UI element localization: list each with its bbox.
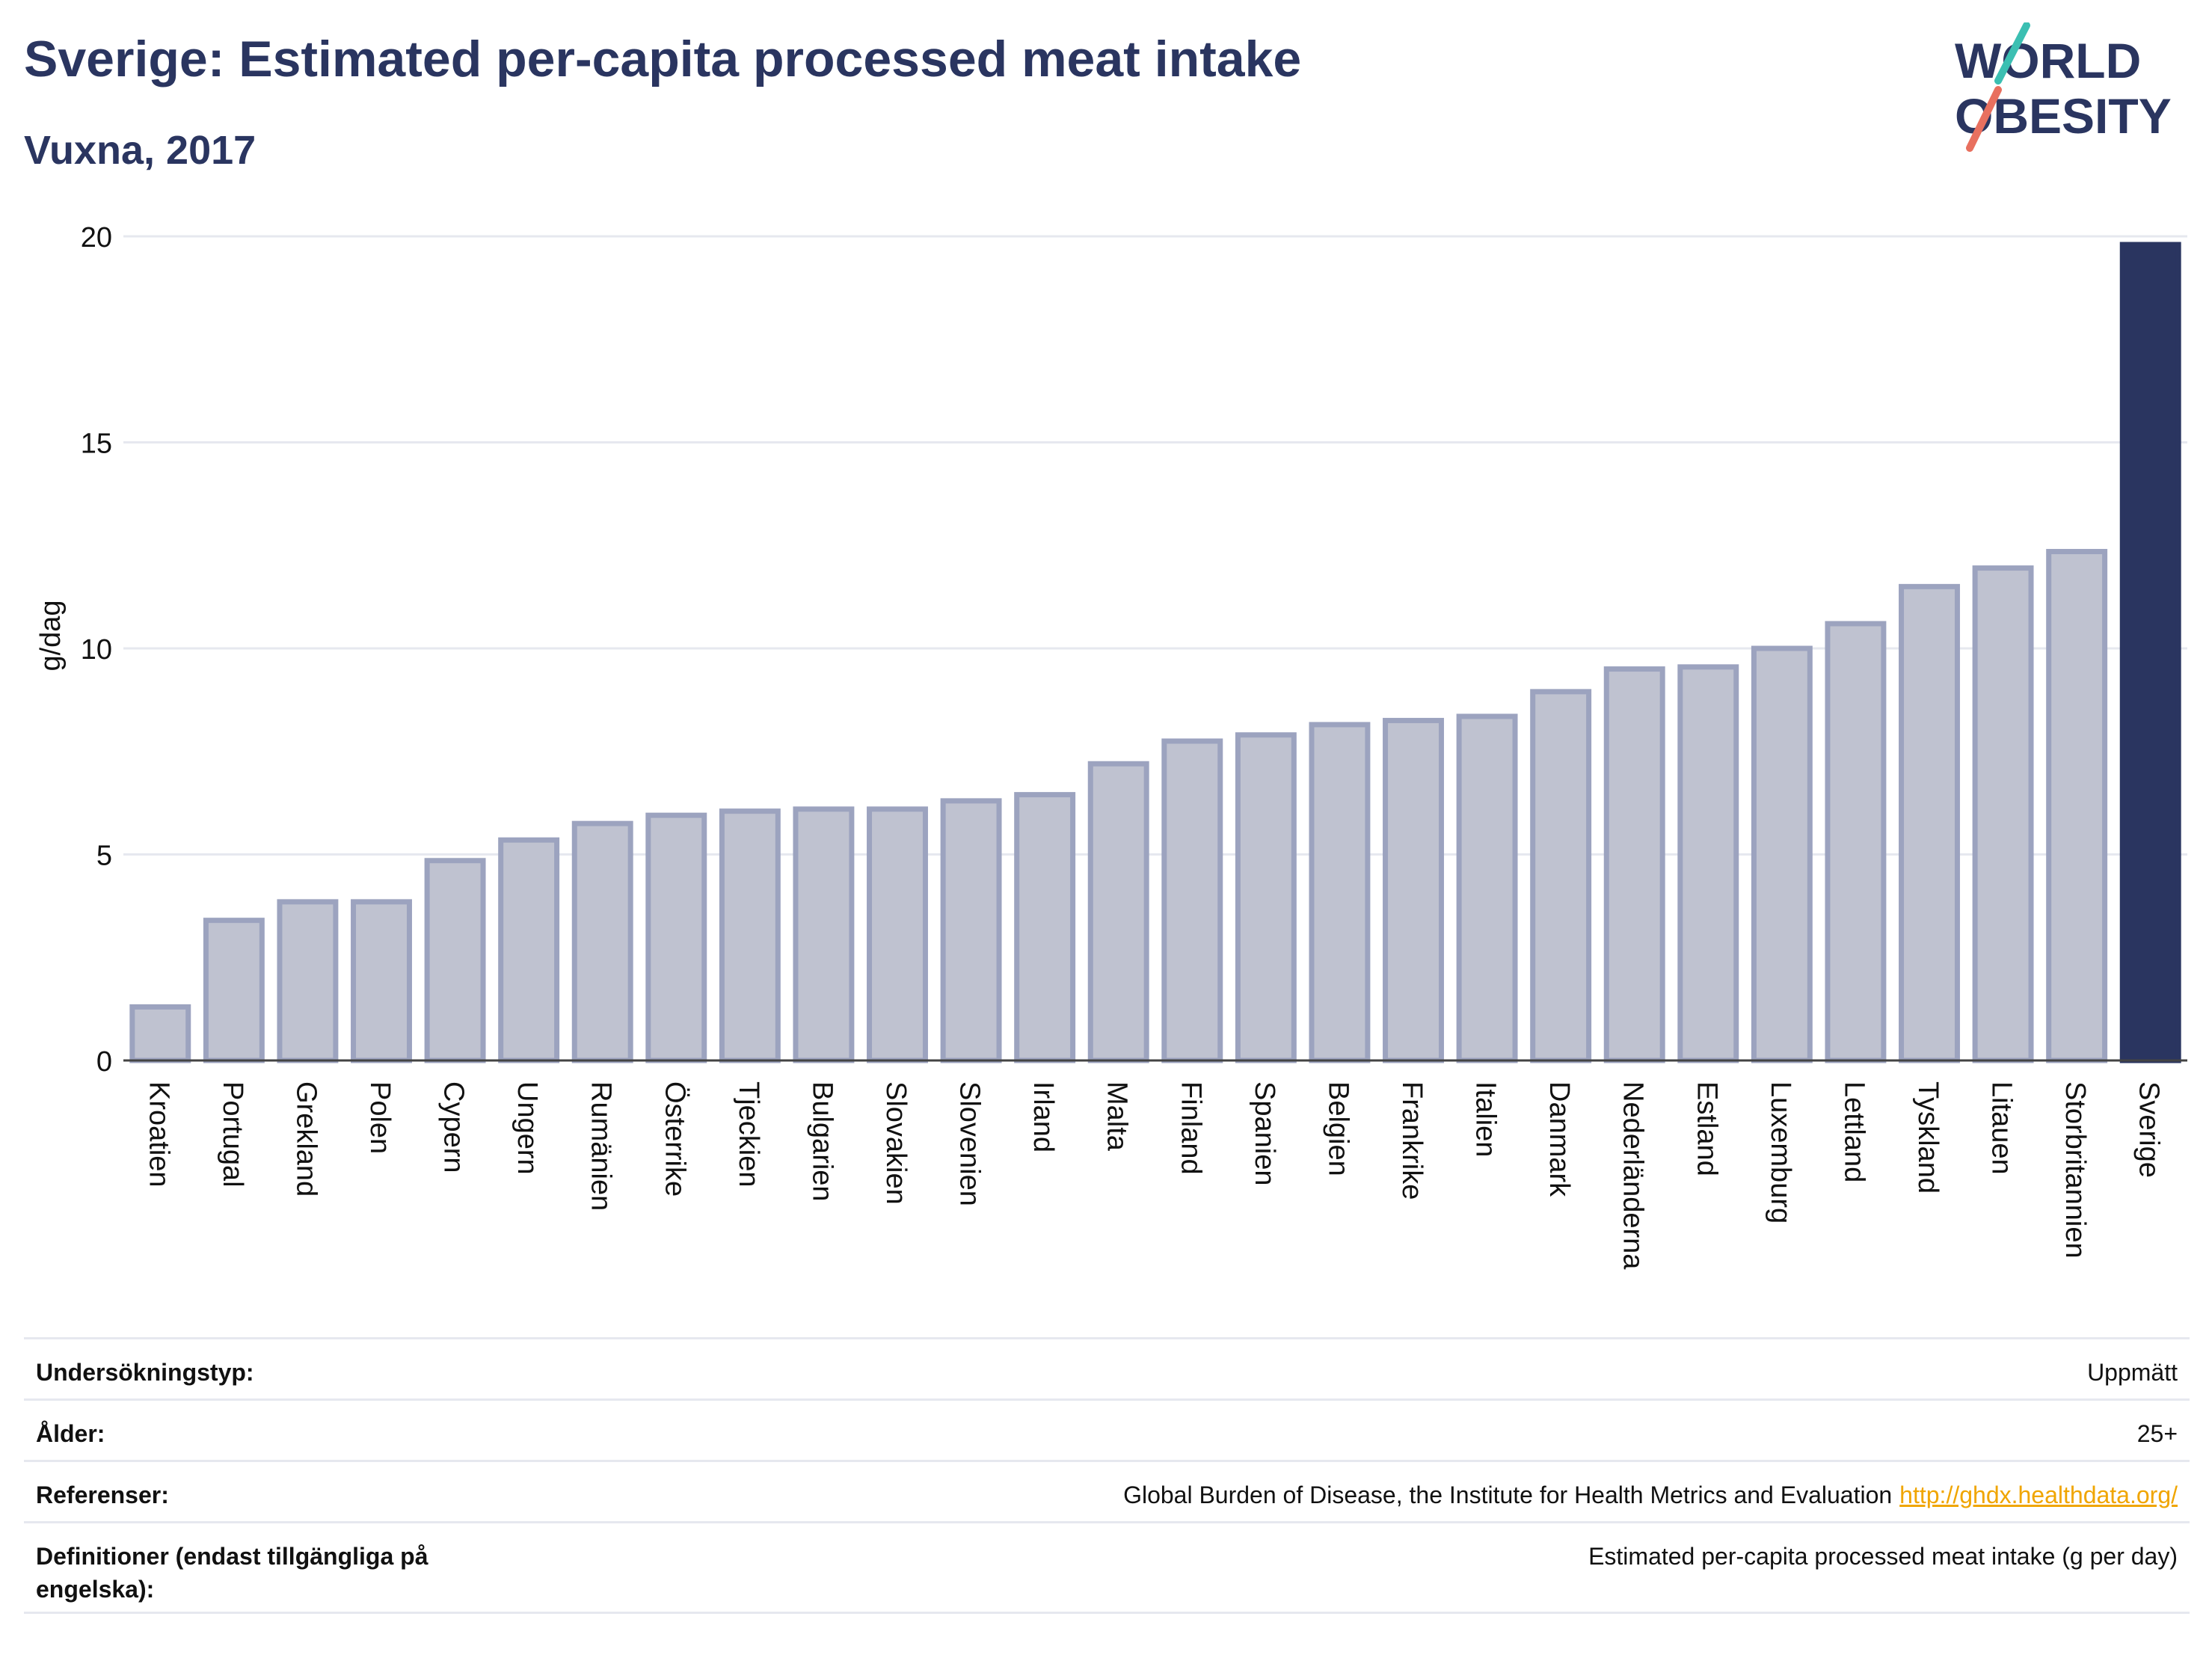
bar-kroatien xyxy=(129,1004,191,1063)
x-tick-label: Belgien xyxy=(1322,1081,1354,1176)
bar-danmark xyxy=(1530,689,1592,1063)
bar-estland xyxy=(1677,664,1739,1063)
y-axis-ticks: 0 5 10 15 20 xyxy=(81,222,112,1078)
chart-title: Sverige: Estimated per-capita processed … xyxy=(24,31,1302,87)
bar-storbritannien xyxy=(2046,549,2108,1063)
meta-row: Referenser: Global Burden of Disease, the… xyxy=(24,1460,2190,1521)
x-tick-label: Nederländerna xyxy=(1617,1081,1649,1270)
bars xyxy=(129,242,2181,1063)
y-tick-label: 15 xyxy=(81,429,112,460)
bar-litauen xyxy=(1972,565,2034,1063)
meta-row: Definitioner (endast tillgängliga på eng… xyxy=(24,1521,2190,1614)
x-tick-label: Lettland xyxy=(1838,1081,1870,1182)
bar-luxemburg xyxy=(1751,645,1813,1063)
x-tick-label: Slovakien xyxy=(880,1081,912,1205)
y-tick-label: 10 xyxy=(81,634,112,666)
meta-row: Ålder: 25+ xyxy=(24,1398,2190,1460)
bar-belgien xyxy=(1309,722,1371,1063)
bar-portugal xyxy=(203,918,265,1063)
chart-subtitle: Vuxna, 2017 xyxy=(24,128,256,173)
bar-italien xyxy=(1456,713,1518,1063)
logo-line1: WORLD xyxy=(1955,33,2141,88)
x-tick-label: Danmark xyxy=(1543,1081,1575,1197)
meta-value: Global Burden of Disease, the Institute … xyxy=(1123,1481,2178,1508)
bar-österrike xyxy=(645,812,707,1063)
x-tick-label: Luxemburg xyxy=(1765,1081,1796,1223)
bar-slovakien xyxy=(867,806,928,1063)
x-tick-label: Portugal xyxy=(217,1081,248,1188)
bar-ungern xyxy=(498,837,560,1063)
x-tick-label: Spanien xyxy=(1249,1081,1280,1185)
x-tick-label: Slovenien xyxy=(954,1081,986,1206)
x-tick-label: Tyskland xyxy=(1912,1081,1944,1194)
x-tick-label: Storbritannien xyxy=(2059,1081,2091,1259)
bar-frankrike xyxy=(1383,717,1444,1063)
meta-value: 25+ xyxy=(2136,1420,2178,1447)
x-tick-label: Ungern xyxy=(511,1081,543,1175)
bar-bulgarien xyxy=(793,806,855,1063)
bar-slovenien xyxy=(940,798,1002,1063)
bar-tjeckien xyxy=(719,808,781,1063)
bar-irland xyxy=(1014,792,1076,1063)
x-tick-label: Sverige xyxy=(2133,1081,2165,1178)
y-axis-label: g/dag xyxy=(35,600,67,671)
x-tick-label: Bulgarien xyxy=(806,1081,838,1202)
x-tick-label: Frankrike xyxy=(1396,1081,1428,1200)
bar-polen xyxy=(351,899,412,1063)
x-tick-label: Kroatien xyxy=(143,1081,174,1188)
meta-value: Uppmätt xyxy=(2087,1359,2178,1386)
y-tick-label: 5 xyxy=(96,841,112,872)
x-tick-label: Polen xyxy=(364,1081,396,1154)
bar-malta xyxy=(1087,761,1149,1063)
bar-spanien xyxy=(1235,732,1297,1063)
bar-rumänien xyxy=(571,820,633,1063)
y-tick-label: 0 xyxy=(96,1046,112,1078)
bar-cypern xyxy=(424,858,486,1063)
meta-key: Ålder: xyxy=(36,1420,105,1447)
bar-grekland xyxy=(277,899,339,1063)
bar-sverige xyxy=(2119,242,2181,1063)
x-axis-labels: Kroatien Portugal Grekland Polen Cypern Unger… xyxy=(143,1081,2164,1270)
bar-nederländerna xyxy=(1603,666,1665,1063)
metadata-table: Undersökningstyp: Uppmätt Ålder: 25+ Referen… xyxy=(24,1337,2190,1614)
x-tick-label: Cypern xyxy=(438,1081,470,1173)
meta-key: Definitioner (endast tillgängliga på eng… xyxy=(36,1543,428,1603)
reference-link[interactable]: http://ghdx.healthdata.org/ xyxy=(1899,1481,2178,1508)
meta-key: Undersökningstyp: xyxy=(36,1359,254,1386)
x-tick-label: Österrike xyxy=(659,1081,690,1197)
bar-chart: 0 5 10 15 20 g/dag Kroatien Portugal Grekland P… xyxy=(35,222,2187,1270)
x-tick-label: Irland xyxy=(1027,1081,1059,1152)
meta-key: Referenser: xyxy=(36,1481,169,1508)
x-tick-label: Grekland xyxy=(290,1081,322,1197)
bar-finland xyxy=(1161,738,1223,1063)
world-obesity-logo: WORLD OBESITY xyxy=(1955,22,2172,152)
x-tick-label: Litauen xyxy=(1986,1081,2018,1175)
x-tick-label: Malta xyxy=(1102,1081,1133,1152)
bar-lettland xyxy=(1825,621,1887,1063)
x-tick-label: Tjeckien xyxy=(733,1081,764,1188)
x-tick-label: Finland xyxy=(1175,1081,1206,1175)
bar-tyskland xyxy=(1899,583,1960,1063)
x-tick-label: Rumänien xyxy=(586,1081,617,1211)
meta-value: Estimated per-capita processed meat inta… xyxy=(1588,1543,2178,1570)
y-tick-label: 20 xyxy=(81,222,112,254)
x-tick-label: Estland xyxy=(1691,1081,1722,1176)
x-tick-label: Italien xyxy=(1470,1081,1502,1157)
meta-row: Undersökningstyp: Uppmätt xyxy=(24,1337,2190,1398)
